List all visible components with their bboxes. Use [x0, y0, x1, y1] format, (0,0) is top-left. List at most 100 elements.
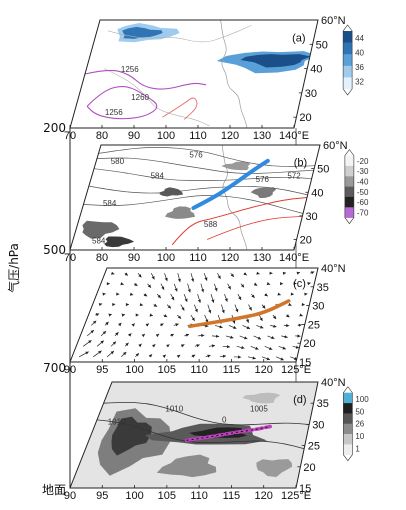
y-tick-label: 40	[311, 187, 323, 199]
y-tick-label: 20	[299, 112, 311, 124]
wind-vector-head	[273, 324, 277, 328]
wind-vector-head	[191, 317, 195, 321]
colorbar-swatch	[343, 423, 353, 435]
colorbar-tick-label: -20	[357, 157, 369, 166]
x-tick-label: 110	[189, 252, 207, 264]
border-line	[104, 68, 210, 127]
wind-vector-head	[295, 345, 300, 349]
contour-label: 584	[151, 172, 165, 181]
wind-vector-head	[111, 271, 115, 275]
wind-vector-head	[174, 288, 178, 292]
colorbar-swatch	[343, 434, 353, 445]
x-tick-label: 90	[128, 252, 140, 264]
wind-vector-head	[128, 333, 132, 337]
colorbar-tick-label: 26	[355, 420, 364, 429]
panel-content: 576 580 584 584 576 572 588 584	[82, 145, 315, 250]
wind-vector-head	[171, 296, 175, 301]
x-tick-label: 105	[158, 490, 176, 502]
wind-vector-head	[257, 336, 262, 340]
y-tick-label: 35	[317, 398, 329, 410]
wind-vector-head	[307, 282, 311, 286]
wind-vector-head	[211, 299, 215, 303]
wind-vector-head	[262, 305, 266, 309]
wind-vector-head	[161, 286, 165, 290]
precip-region	[156, 454, 217, 478]
wind-vector-head	[88, 340, 92, 344]
wind-vector-head	[260, 325, 264, 329]
contour-label: 580	[111, 157, 125, 166]
y-tick-label: 30	[305, 211, 317, 223]
wind-vector-head	[221, 309, 225, 314]
geopotential-contour	[98, 147, 315, 167]
cloud-top-region	[82, 220, 120, 239]
colorbar-tick-label: 1	[355, 445, 360, 454]
wind-vector-head	[138, 274, 142, 278]
y-tick-label: 40	[310, 64, 322, 76]
panel-c: 90 95 100 105 110 115 120 125°E 40°N 35 30 25 20 15 (c…	[64, 263, 346, 376]
wind-vector-head	[106, 282, 110, 286]
cloud-top-region	[165, 206, 196, 219]
x-tick-label: 80	[96, 130, 108, 142]
wind-vector-head	[269, 271, 273, 275]
wind-vector-head	[85, 351, 89, 355]
wind-vector-head	[116, 292, 120, 296]
height-contour	[84, 69, 207, 90]
wind-vector-head	[135, 313, 139, 317]
y-tick-label: 30	[305, 88, 317, 100]
wind-vector-head	[145, 323, 149, 327]
wind-vector-head	[241, 346, 245, 350]
colorbar-swatch	[344, 207, 354, 218]
panel-label: (d)	[293, 394, 306, 406]
wind-vector-head	[121, 313, 125, 317]
colorbar-swatch	[343, 403, 353, 414]
x-tick-label: 70	[64, 252, 76, 264]
wind-vector-head	[201, 289, 205, 293]
x-tick-label: 115	[223, 490, 241, 502]
y-tick-label: 20	[303, 462, 315, 474]
panel-a: 1256 1260 1256 70 80 90 100 110 120 130 140°E 60°N 5…	[64, 15, 365, 142]
contour-label: 584	[92, 237, 106, 246]
x-tick-label: 90	[128, 130, 140, 142]
colorbar-swatch	[343, 444, 353, 455]
wind-vector-head	[98, 350, 102, 354]
y-tick-label: 30	[312, 419, 324, 431]
wind-vector-head	[259, 317, 263, 321]
colorbar-swatch	[343, 42, 353, 55]
x-tick-label: 120	[255, 490, 273, 502]
wind-vector-head	[286, 323, 290, 328]
shear-line	[188, 299, 291, 329]
y-tick-label: 40°N	[321, 263, 346, 275]
wind-vector-head	[222, 354, 226, 358]
colorbar: 100 50 26 10 1	[343, 386, 369, 462]
wind-vector-head	[268, 347, 273, 350]
wind-vector-head	[138, 343, 142, 347]
wind-vector-head	[139, 303, 143, 307]
contour-label: 1256	[121, 65, 139, 74]
x-tick-label: 100	[157, 130, 175, 142]
wind-vector-head	[92, 320, 97, 324]
wind-vector-head	[177, 278, 181, 282]
coastline	[220, 20, 249, 128]
wind-vector-head	[125, 303, 129, 307]
wind-vector-head	[120, 282, 124, 286]
wind-vector-head	[181, 344, 185, 348]
wind-vector-head	[282, 346, 286, 350]
y-tick-label: 25	[308, 319, 320, 331]
panel-background	[70, 20, 318, 128]
geopotential-contour	[93, 168, 312, 181]
x-tick-label: 140°E	[279, 130, 309, 142]
pressure-level-label: 500	[43, 243, 66, 257]
colorbar-tick-label: 36	[355, 63, 364, 72]
jet-core-region	[122, 26, 163, 39]
wind-vector-head	[290, 292, 294, 296]
border-line	[107, 25, 252, 43]
wind-vector-head	[90, 330, 94, 334]
y-tick-label: 35	[317, 282, 329, 294]
panel-label: (c)	[293, 278, 306, 290]
wind-vector-head	[246, 326, 250, 329]
panel-content: 1010 1010 1005 0	[96, 392, 310, 478]
precip-region	[242, 392, 281, 404]
wind-vector-head	[124, 272, 128, 276]
y-tick-label: 15	[299, 357, 311, 369]
